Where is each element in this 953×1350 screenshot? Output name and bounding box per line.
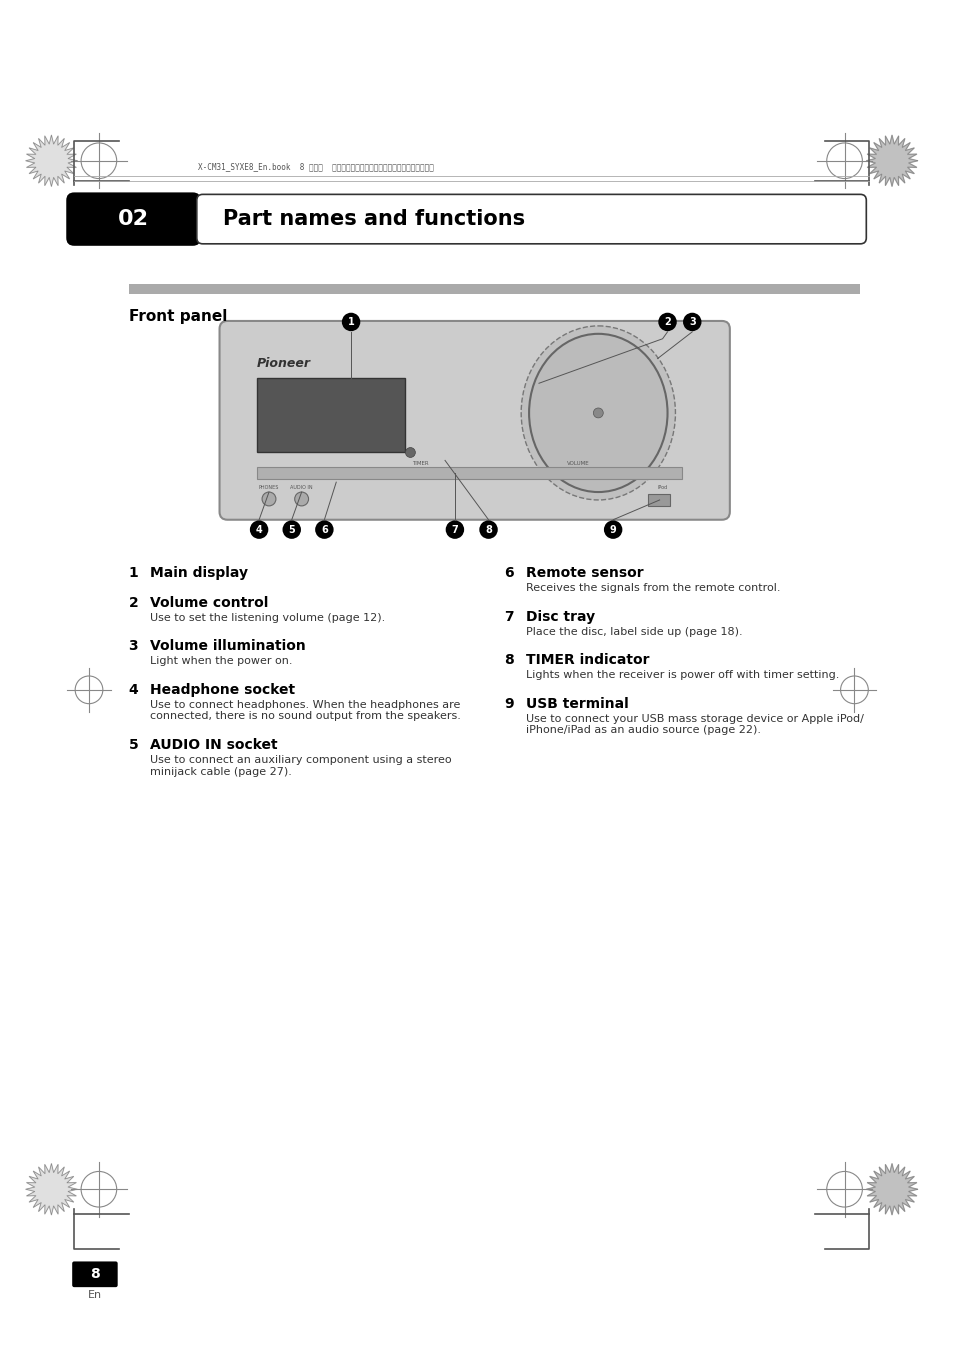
Polygon shape bbox=[26, 1164, 77, 1215]
Polygon shape bbox=[865, 135, 917, 186]
Bar bbox=[129, 285, 860, 294]
Text: X-CM31_SYXE8_En.book  8 ページ  ２０１３年４月８日　月曜日　午前１１時４９分: X-CM31_SYXE8_En.book 8 ページ ２０１３年４月８日 月曜日… bbox=[197, 162, 434, 170]
Circle shape bbox=[262, 491, 275, 506]
Circle shape bbox=[445, 520, 464, 539]
Text: AUDIO IN: AUDIO IN bbox=[290, 485, 313, 490]
Text: TIMER: TIMER bbox=[412, 462, 428, 466]
Text: 1: 1 bbox=[347, 317, 355, 327]
Circle shape bbox=[250, 520, 268, 539]
Text: 8: 8 bbox=[484, 525, 492, 535]
Text: Volume illumination: Volume illumination bbox=[151, 640, 306, 653]
Text: Use to set the listening volume (page 12).: Use to set the listening volume (page 12… bbox=[151, 613, 385, 622]
Text: 3: 3 bbox=[688, 317, 695, 327]
Text: Disc tray: Disc tray bbox=[525, 610, 595, 624]
Circle shape bbox=[593, 408, 602, 418]
Text: 1: 1 bbox=[129, 566, 138, 580]
Text: TIMER indicator: TIMER indicator bbox=[525, 653, 649, 667]
Circle shape bbox=[478, 520, 497, 539]
Circle shape bbox=[314, 520, 334, 539]
Text: 9: 9 bbox=[504, 697, 514, 710]
FancyBboxPatch shape bbox=[219, 321, 729, 520]
Text: 2: 2 bbox=[129, 595, 138, 610]
Text: USB terminal: USB terminal bbox=[525, 697, 628, 710]
Text: 6: 6 bbox=[320, 525, 328, 535]
Text: Use to connect headphones. When the headphones are
connected, there is no sound : Use to connect headphones. When the head… bbox=[151, 699, 460, 721]
Text: AUDIO IN socket: AUDIO IN socket bbox=[151, 738, 277, 752]
Bar bbox=[647, 494, 669, 506]
Text: 4: 4 bbox=[129, 683, 138, 697]
Text: Pioneer: Pioneer bbox=[257, 356, 311, 370]
Circle shape bbox=[603, 520, 621, 539]
Text: 6: 6 bbox=[504, 566, 514, 580]
Text: En: En bbox=[88, 1291, 102, 1300]
Text: 5: 5 bbox=[288, 525, 294, 535]
Text: Lights when the receiver is power off with timer setting.: Lights when the receiver is power off wi… bbox=[525, 670, 839, 680]
Text: 4: 4 bbox=[255, 525, 262, 535]
Bar bbox=[257, 467, 681, 479]
Text: Place the disc, label side up (page 18).: Place the disc, label side up (page 18). bbox=[525, 626, 742, 637]
Text: Light when the power on.: Light when the power on. bbox=[151, 656, 293, 666]
Circle shape bbox=[682, 313, 700, 331]
Text: 02: 02 bbox=[118, 209, 149, 230]
Text: Use to connect an auxiliary component using a stereo
minijack cable (page 27).: Use to connect an auxiliary component us… bbox=[151, 755, 452, 776]
Text: Front panel: Front panel bbox=[129, 309, 227, 324]
Ellipse shape bbox=[520, 325, 675, 500]
Text: 9: 9 bbox=[609, 525, 616, 535]
Text: Receives the signals from the remote control.: Receives the signals from the remote con… bbox=[525, 583, 780, 593]
Ellipse shape bbox=[529, 333, 667, 491]
Text: Headphone socket: Headphone socket bbox=[151, 683, 295, 697]
FancyBboxPatch shape bbox=[196, 194, 865, 244]
Text: 7: 7 bbox=[504, 610, 514, 624]
Circle shape bbox=[658, 313, 676, 331]
Text: 8: 8 bbox=[90, 1268, 100, 1281]
Text: VOLUME: VOLUME bbox=[567, 462, 589, 466]
Text: 3: 3 bbox=[129, 640, 138, 653]
FancyBboxPatch shape bbox=[72, 1261, 117, 1287]
Text: Remote sensor: Remote sensor bbox=[525, 566, 643, 580]
Text: iPod: iPod bbox=[657, 485, 667, 490]
Text: 8: 8 bbox=[504, 653, 514, 667]
Text: Volume control: Volume control bbox=[151, 595, 269, 610]
Text: PHONES: PHONES bbox=[258, 485, 279, 490]
Circle shape bbox=[294, 491, 308, 506]
Text: 2: 2 bbox=[663, 317, 670, 327]
Circle shape bbox=[282, 520, 300, 539]
Circle shape bbox=[405, 448, 415, 458]
Polygon shape bbox=[865, 1164, 917, 1215]
FancyBboxPatch shape bbox=[66, 193, 200, 246]
Bar bbox=[257, 378, 405, 452]
Text: Main display: Main display bbox=[151, 566, 248, 580]
Polygon shape bbox=[26, 135, 77, 186]
Text: Part names and functions: Part names and functions bbox=[222, 209, 524, 230]
Circle shape bbox=[341, 313, 360, 331]
Text: 5: 5 bbox=[129, 738, 138, 752]
Text: 7: 7 bbox=[451, 525, 457, 535]
Text: Use to connect your USB mass storage device or Apple iPod/
iPhone/iPad as an aud: Use to connect your USB mass storage dev… bbox=[525, 714, 863, 736]
